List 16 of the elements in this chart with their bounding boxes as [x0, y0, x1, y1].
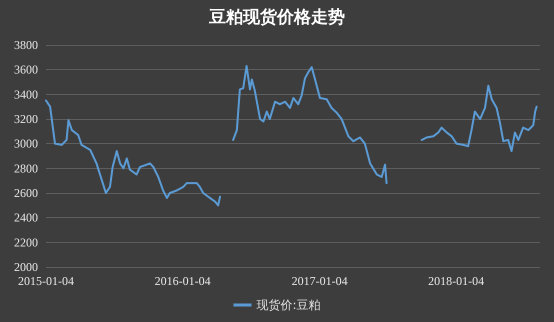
y-tick-label: 2400	[14, 210, 38, 225]
legend-label: 现货价:豆粕	[256, 298, 321, 312]
x-tick-label: 2017-01-04	[292, 274, 348, 288]
chart-title: 豆粕现货价格走势	[208, 8, 345, 28]
y-tick-label: 3800	[14, 38, 38, 52]
y-tick-label: 2600	[14, 186, 38, 200]
y-tick-label: 2200	[14, 235, 38, 250]
x-tick-label: 2016-01-04	[154, 274, 211, 288]
y-tick-label: 3200	[14, 112, 38, 126]
x-tick-label: 2018-01-04	[428, 274, 484, 288]
y-tick-label: 3600	[14, 62, 38, 77]
y-tick-label: 3000	[14, 136, 38, 151]
x-tick-label: 2015-01-04	[18, 274, 74, 288]
y-tick-label: 2000	[14, 260, 38, 274]
y-tick-label: 2800	[14, 161, 38, 176]
y-tick-label: 3400	[14, 87, 38, 102]
